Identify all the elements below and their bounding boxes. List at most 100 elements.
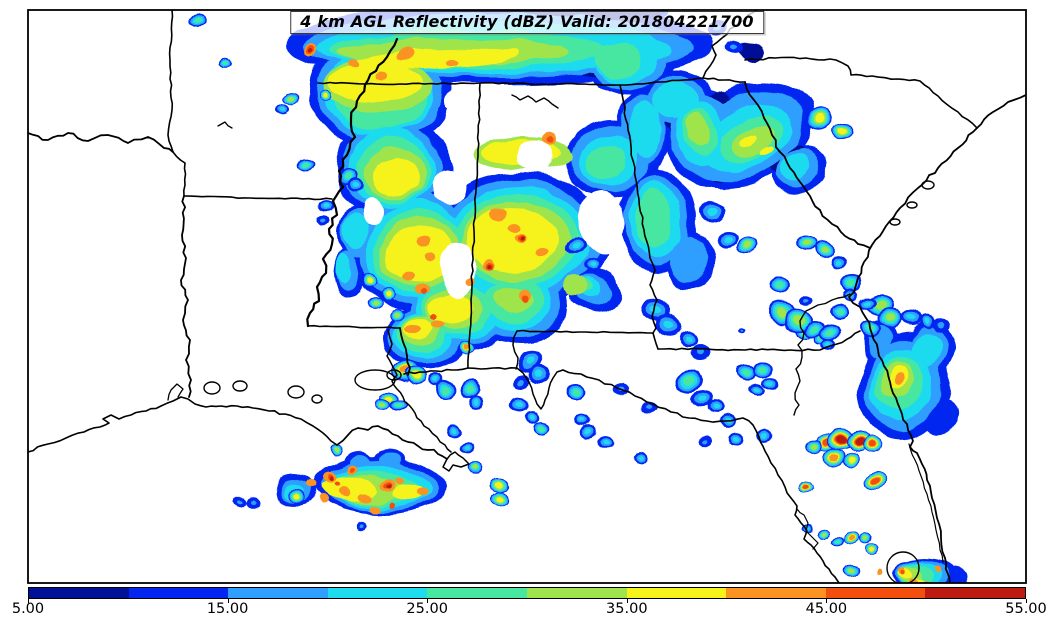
reflectivity-blob (738, 133, 758, 147)
reflectivity-blob (779, 153, 811, 181)
reflectivity-blob (373, 158, 421, 196)
boundary-line (848, 94, 1026, 583)
radar-cell-ring (359, 525, 363, 529)
colorbar-tick-label: 25.00 (406, 601, 448, 617)
radar-cell-ring (685, 375, 695, 385)
radar-cell-ring (835, 259, 841, 265)
radar-cell-ring (520, 378, 526, 384)
radar-cell-ring (323, 202, 329, 208)
colorbar-segment (626, 588, 727, 598)
colorbar-tick (626, 599, 628, 603)
reflectivity-blob (317, 496, 327, 504)
radar-cell-ring (571, 388, 579, 396)
radar-cell-ring (380, 401, 386, 407)
radar-cell-ring (333, 448, 339, 452)
colorbar-tick (1026, 599, 1027, 603)
reflectivity-blob (379, 453, 401, 467)
radar-cell-ring (589, 262, 595, 268)
radar-cell-ring (637, 454, 643, 460)
colorbar-tick-label: 35.00 (606, 601, 648, 617)
radar-cell-ring (496, 497, 504, 503)
reflectivity-blob (910, 332, 942, 368)
radar-cell-ring (293, 493, 301, 499)
lake-outline (906, 201, 918, 209)
radar-cell-ring (222, 60, 228, 64)
colorbar-tick (227, 599, 229, 603)
reflectivity-blob (545, 138, 553, 144)
radar-cell-ring (939, 322, 945, 328)
radar-cell-ring (723, 236, 731, 244)
boundary-line (511, 94, 559, 109)
reflectivity-hole (441, 242, 475, 298)
boundary-line (180, 195, 192, 398)
boundary-line (512, 330, 519, 370)
radar-cell-ring (370, 300, 376, 306)
reflectivity-hole (444, 90, 488, 116)
colorbar-segment (228, 588, 328, 598)
lake-outline (203, 381, 221, 395)
radar-cell-ring (819, 247, 827, 255)
radar-cell-ring (868, 441, 876, 449)
radar-cell-ring (525, 357, 535, 367)
radar-cell-ring (287, 94, 293, 100)
boundary-line (516, 329, 659, 350)
radar-cell-ring (303, 161, 309, 167)
colorbar-segment (526, 588, 627, 598)
reflectivity-blob (307, 482, 317, 490)
radar-cell-ring (869, 548, 875, 552)
colorbar-segment (327, 588, 428, 598)
radar-cell-ring (539, 425, 545, 431)
reflectivity-blob (465, 206, 557, 272)
reflectivity-blob (424, 253, 436, 263)
reflectivity-blob (421, 289, 427, 295)
radar-cell-ring (237, 501, 243, 505)
reflectivity-blob (417, 234, 431, 246)
radar-cell-ring (849, 535, 855, 541)
radar-cell-ring (763, 432, 769, 438)
reflectivity-blob (360, 493, 372, 501)
radar-cell-ring (885, 313, 895, 323)
reflectivity-blob (386, 225, 454, 283)
boundary-line (217, 121, 233, 129)
radar-cell-ring (432, 377, 438, 383)
reflectivity-field (188, 10, 970, 583)
radar-cell-ring (250, 501, 256, 505)
colorbar-tick-label: 15.00 (206, 601, 249, 617)
boundary-line (336, 425, 448, 460)
colorbar-segment (925, 588, 1025, 598)
boundary-line (172, 151, 187, 197)
reflectivity-blob (596, 42, 640, 78)
reflectivity-blob (395, 476, 405, 484)
reflectivity-blob (760, 147, 776, 157)
reflectivity-blob (489, 207, 505, 219)
reflectivity-hole (362, 198, 382, 226)
radar-cell-ring (649, 305, 661, 315)
radar-cell-ring (344, 174, 352, 182)
radar-cell-ring (803, 483, 809, 489)
reflectivity-blob (486, 265, 492, 269)
radar-cell-ring (925, 319, 931, 325)
radar-cell-ring (452, 427, 458, 433)
boundary-line (28, 132, 174, 153)
boundary-line (442, 451, 470, 472)
boundary-line (317, 77, 704, 86)
reflectivity-blob (339, 487, 351, 497)
boundary-line (619, 84, 658, 334)
reflectivity-blob (369, 504, 379, 512)
reflectivity-blob (432, 323, 444, 331)
boundary-line (403, 367, 518, 375)
radar-cell-ring (834, 308, 842, 316)
radar-cell-ring (580, 417, 586, 423)
reflectivity-blob (893, 371, 905, 385)
radar-cell-ring (466, 386, 474, 394)
boundary-line (744, 56, 978, 129)
radar-cell-ring (684, 334, 692, 342)
colorbar-tick (28, 599, 29, 603)
radar-cell-ring (741, 328, 745, 332)
reflectivity-blob (417, 488, 427, 496)
radar-cell-ring (617, 389, 623, 395)
reflectivity-blob (738, 42, 762, 62)
boundary-line (796, 508, 819, 550)
